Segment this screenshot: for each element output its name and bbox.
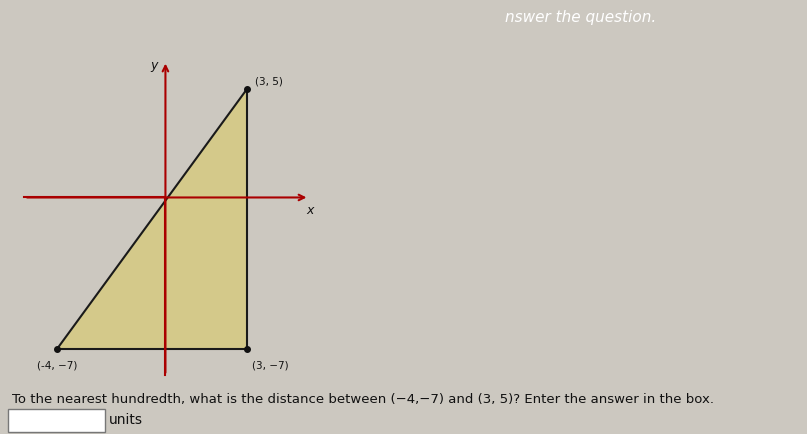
- Text: To the nearest hundredth, what is the distance between (−4,−7) and (3, 5)? Enter: To the nearest hundredth, what is the di…: [12, 393, 714, 406]
- Polygon shape: [56, 89, 247, 349]
- FancyBboxPatch shape: [8, 409, 105, 432]
- Text: (3, 5): (3, 5): [255, 77, 283, 87]
- Text: y: y: [150, 59, 157, 72]
- Text: (3, −7): (3, −7): [253, 360, 289, 370]
- Text: nswer the question.: nswer the question.: [505, 10, 657, 25]
- Text: units: units: [109, 413, 143, 427]
- Text: x: x: [306, 204, 313, 217]
- Text: (-4, −7): (-4, −7): [36, 360, 77, 370]
